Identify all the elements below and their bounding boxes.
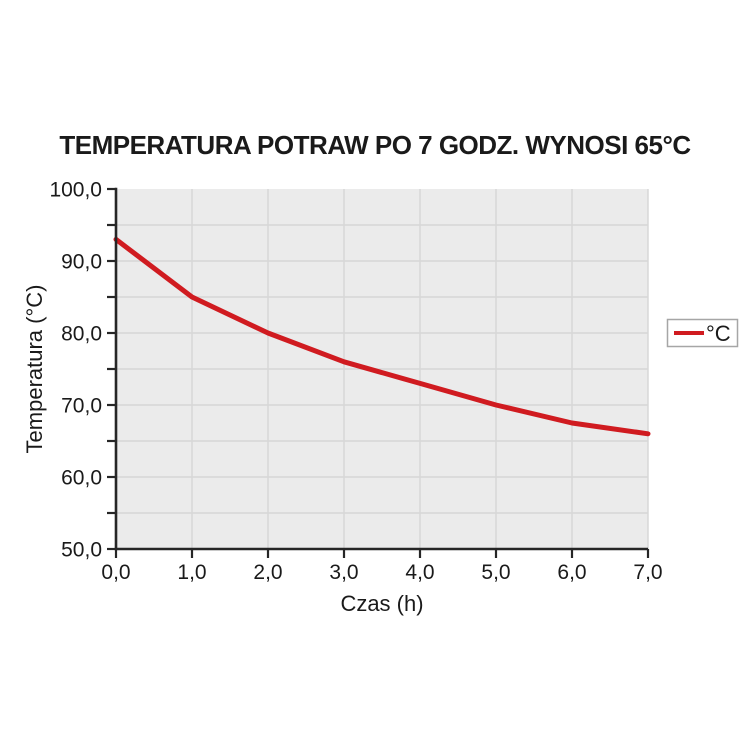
- series-lines: [113, 236, 651, 437]
- x-tick-labels: 0,0 1,0 2,0 3,0 4,0 5,0 6,0 7,0: [101, 561, 662, 584]
- y-tick-label: 70,0: [61, 395, 102, 418]
- x-tick-label: 4,0: [405, 561, 434, 584]
- legend-box: [666, 318, 739, 348]
- y-axis-title: Temperatura (°C): [22, 285, 47, 454]
- y-tick-label: 100,0: [49, 179, 102, 202]
- series-line-°C: [113, 236, 651, 437]
- legend: °C: [666, 318, 739, 348]
- x-tick-label: 6,0: [557, 561, 586, 584]
- x-tick-label: 7,0: [633, 561, 662, 584]
- x-tick-label: 2,0: [253, 561, 282, 584]
- x-tick-label: 1,0: [177, 561, 206, 584]
- x-tick-label: 0,0: [101, 561, 130, 584]
- axis-ticks: [107, 187, 650, 558]
- x-tick-label: 5,0: [481, 561, 510, 584]
- x-tick-label: 3,0: [329, 561, 358, 584]
- legend-label: °C: [706, 321, 731, 346]
- y-tick-labels: 50,0 60,0 70,0 80,0 90,0 100,0: [49, 179, 102, 562]
- y-tick-label: 60,0: [61, 467, 102, 490]
- y-tick-label: 80,0: [61, 323, 102, 346]
- gridlines: [116, 189, 649, 549]
- y-tick-label: 50,0: [61, 539, 102, 562]
- chart-title: TEMPERATURA POTRAW PO 7 GODZ. WYNOSI 65°…: [59, 130, 691, 160]
- x-axis-title: Czas (h): [340, 591, 423, 616]
- y-tick-label: 90,0: [61, 251, 102, 274]
